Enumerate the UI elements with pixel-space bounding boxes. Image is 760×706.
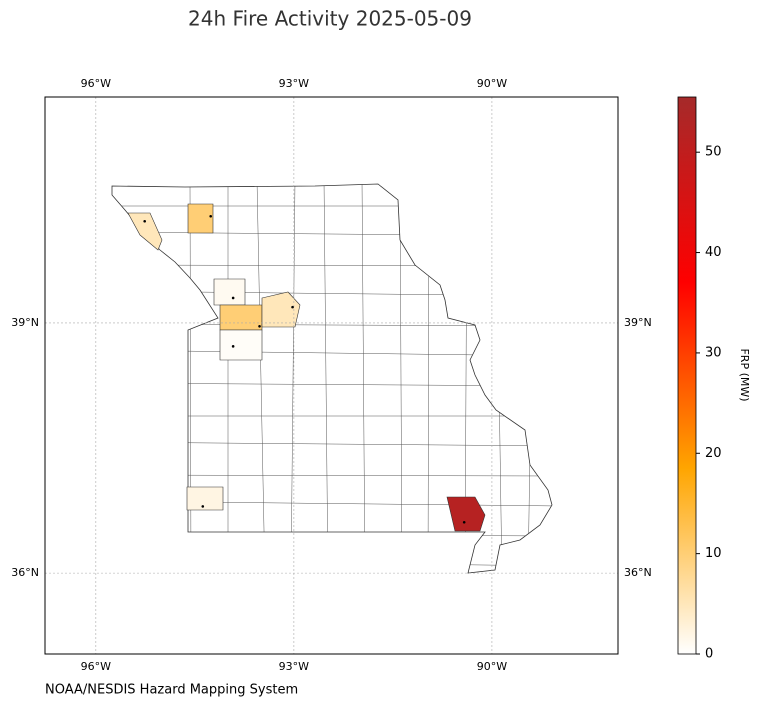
fire-point xyxy=(209,214,212,218)
y-tick-label: 39°N xyxy=(11,316,39,329)
colorbar-tick-label: 50 xyxy=(705,145,722,160)
graticule: 96°W 96°W 93°W 93°W 90°W 90°W 36°N 36°N 39°N 39°N xyxy=(11,77,651,673)
fire-county xyxy=(261,291,301,328)
y-tick-label: 36°N xyxy=(11,566,39,579)
county-line xyxy=(323,184,329,573)
fire-point xyxy=(462,520,466,524)
x-tick-label: 93°W xyxy=(279,660,309,673)
fire-county xyxy=(446,496,486,532)
x-tick-label: 96°W xyxy=(81,77,111,90)
colorbar-tick-label: 10 xyxy=(705,546,722,561)
county-line xyxy=(290,184,296,573)
title: 24h Fire Activity 2025-05-09 xyxy=(188,7,472,31)
fire-county xyxy=(186,486,224,511)
county-line xyxy=(399,184,403,573)
map-area xyxy=(45,97,618,654)
county-line xyxy=(361,184,366,573)
fire-layer xyxy=(143,214,466,524)
county-line xyxy=(256,184,266,573)
fire-county xyxy=(213,278,246,306)
colorbar-tick-label: 20 xyxy=(705,446,722,461)
x-tick-label: 96°W xyxy=(81,660,111,673)
fire-point xyxy=(258,325,261,328)
x-tick-label: 90°W xyxy=(477,77,507,90)
fire-county xyxy=(127,212,163,251)
x-tick-label: 90°W xyxy=(477,660,507,673)
fire-point xyxy=(231,345,235,348)
state-outline xyxy=(111,183,553,574)
y-tick-label: 36°N xyxy=(624,566,652,579)
fire-point xyxy=(143,219,146,223)
colorbar xyxy=(677,96,697,655)
fire-county xyxy=(187,203,214,234)
map-frame xyxy=(44,96,619,655)
fire-point xyxy=(231,296,235,300)
fire-point xyxy=(201,505,205,508)
fire-point xyxy=(291,305,294,309)
fire-county xyxy=(219,329,263,361)
colorbar-label: FRP (MW) xyxy=(738,348,751,401)
source: NOAA/NESDIS Hazard Mapping System xyxy=(45,683,298,698)
county-line xyxy=(189,184,192,573)
fire-county xyxy=(219,304,263,331)
y-tick-label: 39°N xyxy=(624,316,652,329)
x-tick-label: 93°W xyxy=(279,77,309,90)
colorbar-tick-label: 30 xyxy=(705,345,722,360)
colorbar-tick-label: 0 xyxy=(705,647,713,662)
colorbar-tick-label: 40 xyxy=(705,245,722,260)
